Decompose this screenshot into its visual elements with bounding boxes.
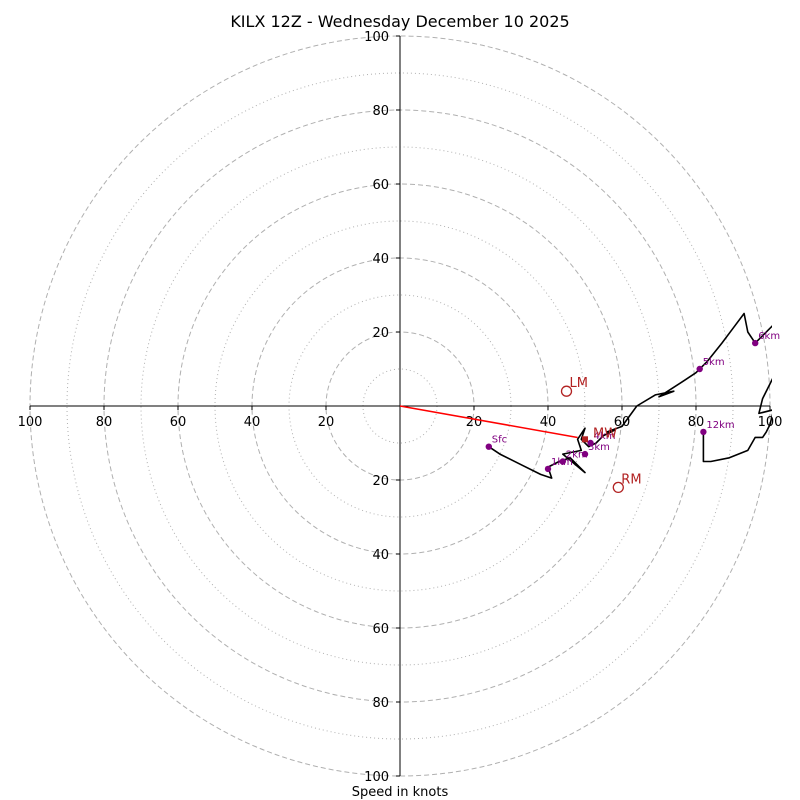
tick-label-down: 40 [372, 548, 389, 563]
left-mover-marker [560, 385, 573, 397]
tick-label-right: 80 [688, 415, 705, 430]
tick-label-right: 40 [540, 415, 557, 430]
tick-label-up: 100 [364, 30, 389, 45]
right-mover-label: RM [621, 472, 641, 487]
shear-vector-layer [399, 405, 578, 439]
height-point [559, 458, 566, 465]
height-point [485, 443, 492, 450]
tick-label-down: 100 [364, 770, 389, 785]
left-mover-label: LM [570, 376, 588, 391]
shear-vector [399, 405, 578, 439]
tick-label-down: 60 [372, 622, 389, 637]
height-point [544, 465, 552, 473]
storm-motion-markers: MW LM RM [560, 376, 642, 494]
tick-label-left: 20 [318, 415, 335, 430]
tick-label-right: 20 [466, 415, 483, 430]
tick-label-down: 20 [372, 474, 389, 489]
chart-title: KILX 12Z - Wednesday December 10 2025 [230, 12, 569, 31]
height-label: 12km [706, 420, 734, 431]
tick-label-left: 40 [244, 415, 261, 430]
height-point [696, 365, 703, 373]
right-mover-marker [612, 481, 624, 494]
tick-label-left: 80 [96, 415, 113, 430]
tick-label-left: 100 [18, 415, 43, 430]
height-label: 3km [588, 442, 610, 453]
tick-label-up: 20 [372, 326, 389, 341]
axis-tick-labels: 20 40 60 80 100 100 80 60 40 20 20 40 60 80 100 20 40 60 8… [18, 30, 783, 785]
tick-label-up: 40 [372, 252, 389, 267]
mean-wind-marker [582, 436, 588, 443]
height-point [581, 450, 589, 458]
height-label: 2km [566, 450, 588, 461]
mean-wind-label: MW [593, 426, 617, 441]
hodograph-trace-layer [488, 312, 772, 479]
height-point [587, 439, 594, 447]
tick-label-right: 60 [614, 415, 631, 430]
tick-label-up: 60 [372, 178, 389, 193]
height-label: 6km [758, 331, 780, 342]
tick-label-down: 80 [372, 696, 389, 711]
height-markers: Sfc1km2km3km4km5km6km12km [485, 331, 780, 473]
height-label: Sfc [492, 435, 507, 446]
tick-label-up: 80 [372, 104, 389, 119]
tick-label-left: 60 [170, 415, 187, 430]
height-point [700, 428, 707, 436]
hodograph-trace [488, 312, 772, 479]
x-axis-label: Speed in knots [352, 785, 449, 800]
height-label: 5km [703, 357, 725, 368]
height-label: 4km [594, 431, 616, 442]
height-point [752, 339, 759, 347]
